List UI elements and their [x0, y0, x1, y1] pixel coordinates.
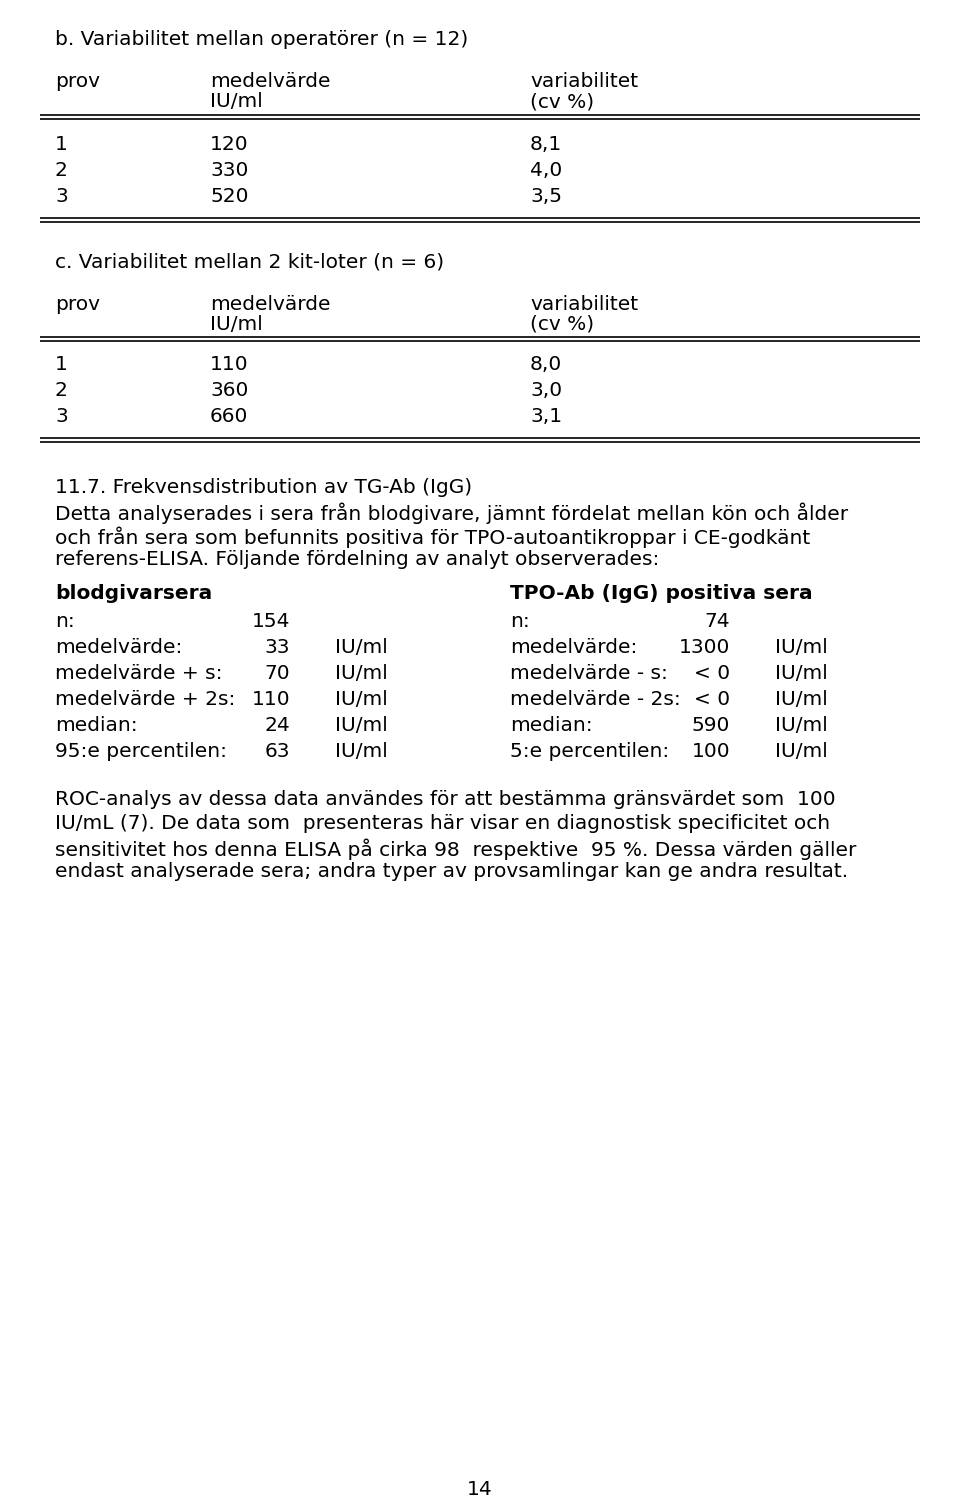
Text: variabilitet: variabilitet: [530, 294, 638, 314]
Text: c. Variabilitet mellan 2 kit-loter (n = 6): c. Variabilitet mellan 2 kit-loter (n = …: [55, 254, 444, 272]
Text: IU/ml: IU/ml: [335, 690, 388, 709]
Text: 2: 2: [55, 161, 68, 180]
Text: 8,0: 8,0: [530, 355, 563, 374]
Text: endast analyserade sera; andra typer av provsamlingar kan ge andra resultat.: endast analyserade sera; andra typer av …: [55, 862, 848, 881]
Text: variabilitet: variabilitet: [530, 72, 638, 91]
Text: 14: 14: [468, 1480, 492, 1498]
Text: och från sera som befunnits positiva för TPO-autoantikroppar i CE-godkänt: och från sera som befunnits positiva för…: [55, 527, 810, 548]
Text: IU/ml: IU/ml: [210, 315, 263, 333]
Text: < 0: < 0: [694, 690, 730, 709]
Text: IU/ml: IU/ml: [775, 664, 828, 684]
Text: IU/mL (7). De data som  presenteras här visar en diagnostisk specificitet och: IU/mL (7). De data som presenteras här v…: [55, 813, 830, 833]
Text: medelvärde:: medelvärde:: [510, 638, 637, 656]
Text: n:: n:: [510, 613, 530, 631]
Text: 3: 3: [55, 187, 68, 207]
Text: sensitivitet hos denna ELISA på cirka 98  respektive  95 %. Dessa värden gäller: sensitivitet hos denna ELISA på cirka 98…: [55, 837, 856, 860]
Text: 3,1: 3,1: [530, 407, 563, 426]
Text: 1300: 1300: [679, 638, 730, 656]
Text: 2: 2: [55, 380, 68, 400]
Text: 110: 110: [252, 690, 290, 709]
Text: ROC-analys av dessa data användes för att bestämma gränsvärdet som  100: ROC-analys av dessa data användes för at…: [55, 791, 835, 809]
Text: 33: 33: [265, 638, 290, 656]
Text: 5:e percentilen:: 5:e percentilen:: [510, 742, 669, 761]
Text: 154: 154: [252, 613, 290, 631]
Text: IU/ml: IU/ml: [335, 715, 388, 735]
Text: 74: 74: [705, 613, 730, 631]
Text: IU/ml: IU/ml: [775, 715, 828, 735]
Text: IU/ml: IU/ml: [335, 742, 388, 761]
Text: median:: median:: [55, 715, 137, 735]
Text: IU/ml: IU/ml: [335, 664, 388, 684]
Text: medelvärde - 2s:: medelvärde - 2s:: [510, 690, 681, 709]
Text: prov: prov: [55, 294, 100, 314]
Text: < 0: < 0: [694, 664, 730, 684]
Text: medelvärde: medelvärde: [210, 72, 330, 91]
Text: TPO-Ab (IgG) positiva sera: TPO-Ab (IgG) positiva sera: [510, 584, 812, 604]
Text: medelvärde + 2s:: medelvärde + 2s:: [55, 690, 235, 709]
Text: 70: 70: [264, 664, 290, 684]
Text: Detta analyserades i sera från blodgivare, jämnt fördelat mellan kön och ålder: Detta analyserades i sera från blodgivar…: [55, 502, 848, 524]
Text: 11.7. Frekvensdistribution av TG-Ab (IgG): 11.7. Frekvensdistribution av TG-Ab (IgG…: [55, 478, 472, 496]
Text: 95:e percentilen:: 95:e percentilen:: [55, 742, 227, 761]
Text: IU/ml: IU/ml: [335, 638, 388, 656]
Text: 590: 590: [691, 715, 730, 735]
Text: 4,0: 4,0: [530, 161, 563, 180]
Text: IU/ml: IU/ml: [210, 92, 263, 112]
Text: 360: 360: [210, 380, 249, 400]
Text: blodgivarsera: blodgivarsera: [55, 584, 212, 604]
Text: IU/ml: IU/ml: [775, 690, 828, 709]
Text: medelvärde + s:: medelvärde + s:: [55, 664, 223, 684]
Text: n:: n:: [55, 613, 75, 631]
Text: medelvärde:: medelvärde:: [55, 638, 182, 656]
Text: (cv %): (cv %): [530, 315, 594, 333]
Text: referens-ELISA. Följande fördelning av analyt observerades:: referens-ELISA. Följande fördelning av a…: [55, 549, 660, 569]
Text: medelvärde - s:: medelvärde - s:: [510, 664, 668, 684]
Text: 520: 520: [210, 187, 249, 207]
Text: 63: 63: [265, 742, 290, 761]
Text: 330: 330: [210, 161, 249, 180]
Text: 1: 1: [55, 355, 68, 374]
Text: 100: 100: [691, 742, 730, 761]
Text: 110: 110: [210, 355, 249, 374]
Text: 24: 24: [264, 715, 290, 735]
Text: 660: 660: [210, 407, 249, 426]
Text: 1: 1: [55, 134, 68, 154]
Text: 3: 3: [55, 407, 68, 426]
Text: b. Variabilitet mellan operatörer (n = 12): b. Variabilitet mellan operatörer (n = 1…: [55, 30, 468, 48]
Text: 8,1: 8,1: [530, 134, 563, 154]
Text: 120: 120: [210, 134, 249, 154]
Text: IU/ml: IU/ml: [775, 638, 828, 656]
Text: medelvärde: medelvärde: [210, 294, 330, 314]
Text: IU/ml: IU/ml: [775, 742, 828, 761]
Text: 3,5: 3,5: [530, 187, 562, 207]
Text: (cv %): (cv %): [530, 92, 594, 112]
Text: 3,0: 3,0: [530, 380, 563, 400]
Text: prov: prov: [55, 72, 100, 91]
Text: median:: median:: [510, 715, 592, 735]
